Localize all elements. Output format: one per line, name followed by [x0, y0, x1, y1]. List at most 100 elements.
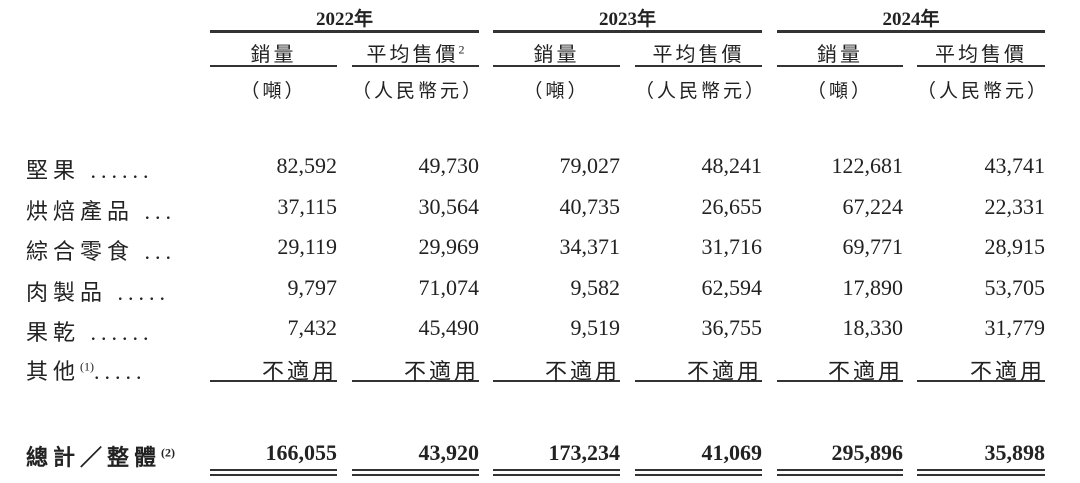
footnote-marker: 2 [458, 42, 465, 57]
footnote-marker: (2) [161, 445, 176, 460]
total-cell: 295,896 [831, 440, 904, 465]
table-cell: 不適用 [827, 359, 903, 384]
table-cell: 30,564 [418, 194, 480, 219]
table-cell: 9,519 [570, 315, 621, 340]
column-header-label: 銷量 [533, 44, 580, 66]
table-cell: 71,074 [418, 275, 480, 300]
divider [352, 469, 479, 471]
column-header: 銷量 [493, 38, 620, 67]
divider [917, 380, 1045, 382]
total-cell: 35,898 [984, 440, 1046, 465]
divider [493, 65, 620, 67]
table-cell: 45,490 [418, 315, 480, 340]
divider [917, 474, 1045, 476]
divider [777, 474, 903, 476]
divider [210, 380, 337, 382]
row-label: 綜合零食 ... [26, 234, 176, 266]
total-cell: 43,920 [418, 440, 480, 465]
table-cell: 不適用 [403, 359, 479, 384]
divider [777, 469, 903, 471]
divider [352, 65, 479, 67]
divider [210, 474, 337, 476]
row-label-text: 堅果 ...... [26, 158, 154, 183]
table-cell: 48,241 [701, 153, 763, 178]
table-cell: 7,432 [287, 315, 338, 340]
table-cell: 不適用 [969, 359, 1045, 384]
divider [493, 474, 620, 476]
divider [635, 65, 762, 67]
divider [777, 30, 1045, 33]
table-cell: 22,331 [984, 194, 1046, 219]
table-cell: 29,969 [418, 234, 480, 259]
total-cell: 166,055 [265, 440, 338, 465]
divider [210, 30, 479, 33]
row-label-text: 烘焙產品 ... [26, 199, 177, 224]
footnote-marker: (1) [80, 359, 95, 374]
divider [635, 380, 762, 382]
table-cell: 53,705 [984, 275, 1046, 300]
table-cell: 43,741 [984, 153, 1046, 178]
table-cell: 49,730 [418, 153, 480, 178]
divider [210, 65, 337, 67]
column-header-label: 平均售價 [935, 44, 1027, 66]
divider [777, 380, 903, 382]
total-cell: 173,234 [548, 440, 621, 465]
column-header: 銷量 [777, 38, 903, 67]
row-label: 烘焙產品 ... [26, 194, 176, 226]
year-header: 2022年 [315, 9, 373, 30]
divider [917, 469, 1045, 471]
divider [352, 380, 479, 382]
table-cell: 不適用 [544, 359, 620, 384]
unit-label: （噸） [523, 81, 590, 102]
divider [777, 65, 903, 67]
row-label-text: 其他 [26, 359, 81, 384]
leader-dots: ..... [94, 359, 147, 384]
table-cell: 79,027 [559, 153, 621, 178]
column-header: 平均售價2 [352, 38, 479, 67]
column-header: 平均售價 [635, 38, 762, 67]
table-cell: 34,371 [559, 234, 621, 259]
row-label: 其他(1)..... [26, 354, 147, 386]
table-cell: 29,119 [277, 234, 337, 259]
column-header-label: 平均售價 [652, 44, 745, 66]
table-cell: 28,915 [984, 234, 1046, 259]
divider [210, 469, 337, 471]
table-cell: 不適用 [261, 359, 337, 384]
table-cell: 67,224 [842, 194, 904, 219]
table-cell: 69,771 [842, 234, 904, 259]
unit-label: （噸） [806, 81, 873, 102]
divider [635, 474, 762, 476]
unit-label: （人民幣元） [635, 81, 768, 102]
row-label: 堅果 ...... [26, 153, 154, 185]
divider [493, 380, 620, 382]
year-header: 2023年 [598, 9, 656, 30]
row-label-text: 肉製品 ..... [26, 280, 171, 305]
unit-label: （噸） [240, 81, 307, 102]
table-cell: 31,716 [701, 234, 763, 259]
table-cell: 82,592 [276, 153, 338, 178]
year-header: 2024年 [882, 9, 940, 30]
table-cell: 37,115 [277, 194, 337, 219]
divider [493, 30, 762, 33]
divider [635, 469, 762, 471]
unit-label: （人民幣元） [917, 81, 1050, 102]
table-cell: 9,797 [287, 275, 338, 300]
divider [493, 469, 620, 471]
column-header-label: 銷量 [817, 44, 863, 66]
table-cell: 40,735 [559, 194, 621, 219]
table-cell: 不適用 [686, 359, 762, 384]
table-cell: 26,655 [701, 194, 763, 219]
column-header: 銷量 [210, 38, 337, 67]
row-label: 果乾 ...... [26, 315, 154, 347]
row-label-text: 綜合零食 ... [26, 239, 177, 264]
divider [917, 65, 1045, 67]
total-label: 總計／整體(2) [26, 440, 175, 472]
table-cell: 122,681 [831, 153, 904, 178]
total-cell: 41,069 [701, 440, 763, 465]
column-header-label: 銷量 [250, 44, 297, 66]
row-label-text: 果乾 ...... [26, 320, 154, 345]
divider [352, 474, 479, 476]
table-cell: 36,755 [701, 315, 763, 340]
table-cell: 31,779 [984, 315, 1046, 340]
table-cell: 18,330 [842, 315, 904, 340]
